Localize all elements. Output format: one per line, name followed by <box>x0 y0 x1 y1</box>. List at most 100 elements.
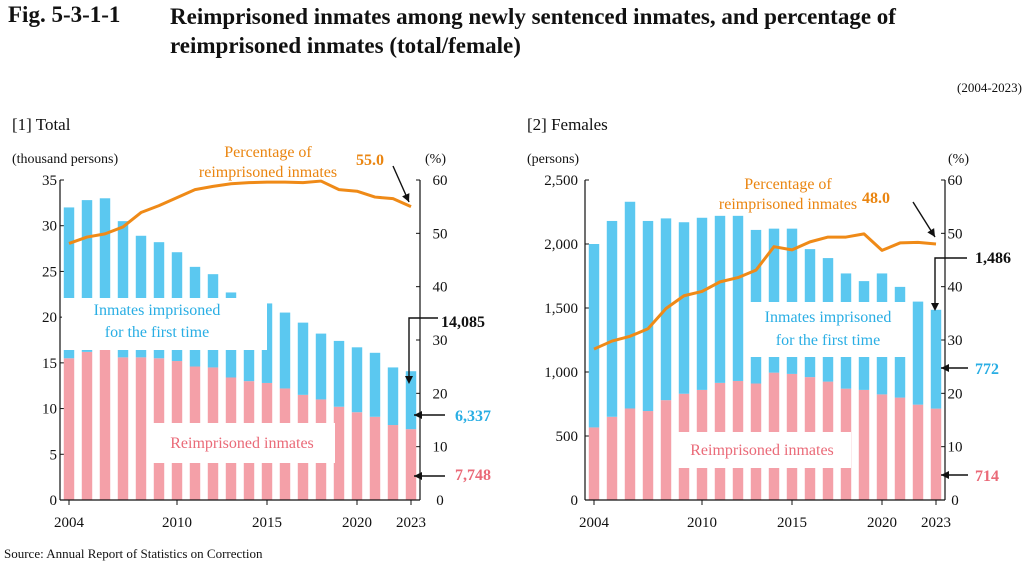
bar-first-time <box>369 352 381 417</box>
bar-reimprisoned <box>606 416 618 500</box>
bar-reimprisoned <box>99 348 111 500</box>
chart-panel-total: [1] Total (thousand persons) (%) 0 5 10 15 20 25… <box>12 115 491 531</box>
bar-first-time <box>63 207 75 359</box>
x-tick-label: 2015 <box>777 515 807 531</box>
left-tick-label: 0 <box>571 493 579 509</box>
bar-first-time <box>912 301 924 405</box>
bar-first-time <box>297 322 309 395</box>
bar-reimprisoned <box>81 351 93 500</box>
bar-first-time <box>714 215 726 383</box>
percentage-label: reimprisoned inmates <box>199 164 337 181</box>
bar-reimprisoned <box>912 404 924 500</box>
total-arrow-head <box>931 303 939 311</box>
right-tick-label: 0 <box>436 493 444 509</box>
x-tick-label: 2020 <box>342 515 372 531</box>
figure-label: Fig. 5-3-1-1 <box>8 2 121 27</box>
right-tick-label: 30 <box>948 333 963 349</box>
right-tick-label: 60 <box>433 173 448 189</box>
right-tick-label: 20 <box>433 386 448 402</box>
bar-reimprisoned <box>858 389 870 500</box>
bar-reimprisoned <box>351 412 363 500</box>
first-time-arrow <box>414 411 445 419</box>
bar-reimprisoned <box>63 358 75 500</box>
right-tick-label: 10 <box>433 440 448 456</box>
first-time-label: Inmates imprisoned <box>765 309 892 326</box>
bar-reimprisoned <box>876 394 888 500</box>
x-tick-label: 2004 <box>579 515 610 531</box>
bar-reimprisoned <box>930 408 942 500</box>
panel-title: [1] Total <box>12 115 71 134</box>
total-last-value: 14,085 <box>441 314 485 331</box>
right-tick-label: 60 <box>948 173 963 189</box>
bar-reimprisoned <box>894 397 906 500</box>
left-tick-label: 1,000 <box>544 365 578 381</box>
reimprisoned-arrow <box>414 472 445 480</box>
bar-reimprisoned <box>135 357 147 500</box>
x-tick-label: 2004 <box>54 515 85 531</box>
right-tick-label: 10 <box>948 440 963 456</box>
label-box <box>62 298 267 350</box>
reimprisoned-arrow <box>941 471 968 479</box>
chart-panel-female: [2] Females(persons) (%)05001,0001,5002,0… <box>527 115 1011 531</box>
right-tick-label: 40 <box>948 280 963 296</box>
x-tick-label: 2010 <box>687 515 717 531</box>
bar-reimprisoned <box>333 406 345 500</box>
bar-reimprisoned <box>624 408 636 500</box>
bar-first-time <box>351 347 363 413</box>
percentage-label: Percentage of <box>224 144 312 161</box>
bar-first-time <box>768 228 780 373</box>
right-tick-label: 50 <box>948 226 963 242</box>
bar-first-time <box>606 220 618 417</box>
first-time-last-value: 772 <box>975 361 999 378</box>
x-tick-label: 2010 <box>162 515 192 531</box>
label-box <box>674 432 851 468</box>
bar-reimprisoned <box>387 425 399 500</box>
left-tick-label: 500 <box>556 429 579 445</box>
bar-first-time <box>732 215 744 381</box>
left-tick-label: 0 <box>50 493 58 509</box>
bar-first-time <box>786 228 798 374</box>
bar-first-time <box>930 309 942 409</box>
total-arrow-line <box>408 317 438 376</box>
left-tick-label: 2,000 <box>544 237 578 253</box>
left-tick-label: 35 <box>42 173 57 189</box>
percentage-arrow-head <box>402 193 410 202</box>
bar-first-time <box>117 221 129 358</box>
reimprisoned-label: Reimprisoned inmates <box>690 442 834 459</box>
percentage-label: Percentage of <box>744 176 832 193</box>
source-note: Source: Annual Report of Statistics on C… <box>4 546 263 561</box>
reimprisoned-arrow-head <box>414 472 422 480</box>
percentage-line <box>593 232 937 351</box>
label-box <box>150 423 335 463</box>
bar-first-time <box>588 244 600 428</box>
first-time-arrow <box>941 364 968 372</box>
bar-reimprisoned <box>369 416 381 500</box>
reimprisoned-last-value: 7,748 <box>455 467 491 484</box>
bar-first-time <box>279 312 291 389</box>
right-tick-label: 20 <box>948 386 963 402</box>
reimprisoned-last-value: 714 <box>975 468 999 485</box>
percentage-last-value: 55.0 <box>356 152 384 169</box>
total-arrow-head <box>405 376 413 384</box>
bar-first-time <box>99 198 111 349</box>
right-tick-label: 30 <box>433 333 448 349</box>
left-tick-label: 20 <box>42 310 57 326</box>
reimprisoned-label: Reimprisoned inmates <box>170 435 314 452</box>
percentage-arrow-head <box>927 228 935 237</box>
bar-reimprisoned <box>405 429 417 500</box>
right-axis-unit: (%) <box>425 152 446 167</box>
x-tick-label: 2015 <box>252 515 282 531</box>
left-tick-label: 15 <box>42 356 57 372</box>
first-time-arrow-head <box>941 364 949 372</box>
first-time-label: Inmates imprisoned <box>94 302 221 319</box>
bar-first-time <box>405 371 417 430</box>
bar-reimprisoned <box>588 427 600 500</box>
left-tick-label: 25 <box>42 264 57 280</box>
first-time-arrow-head <box>414 411 422 419</box>
bar-first-time <box>678 222 690 394</box>
left-tick-label: 5 <box>50 447 58 463</box>
x-tick-label: 2023 <box>396 515 426 531</box>
panel-title: [2] Females <box>527 115 608 134</box>
first-time-last-value: 6,337 <box>455 408 491 425</box>
